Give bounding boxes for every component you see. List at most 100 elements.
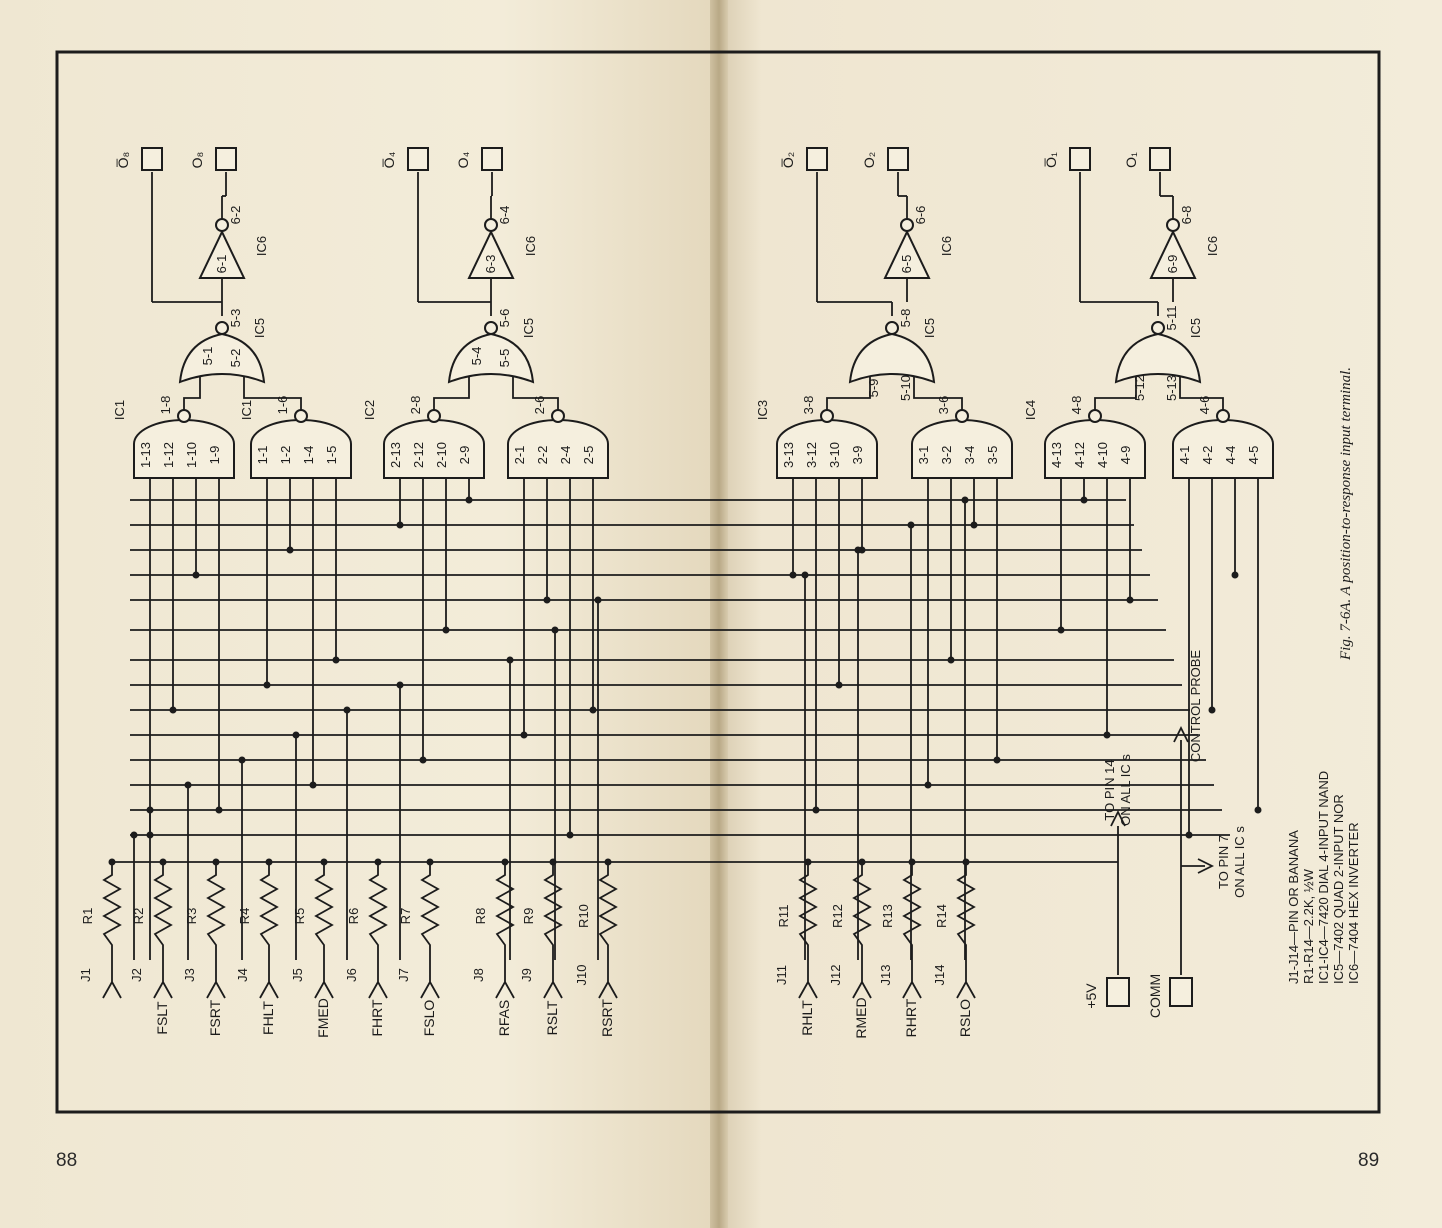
nand-output-label: 3-6	[936, 396, 951, 415]
input-name-label: RHLT	[799, 1000, 815, 1036]
jack	[420, 960, 440, 999]
nand-output-label: 4-8	[1069, 396, 1084, 415]
nor-output-bubble	[215, 321, 229, 335]
pin14-arrow	[1110, 809, 1126, 827]
jack-label: J1	[78, 968, 93, 982]
inverter-name-label: 6-5	[899, 255, 914, 274]
nand-pin-label: 4-2	[1200, 446, 1215, 465]
junction-dot	[343, 706, 351, 714]
nor-input-label: 5-5	[497, 349, 512, 368]
output-terminal	[1149, 147, 1171, 171]
nand-output-bubble	[294, 409, 308, 423]
jack	[368, 960, 388, 999]
comm-label: COMM	[1147, 974, 1163, 1018]
junction-dot	[1080, 496, 1088, 504]
junction-dot	[146, 806, 154, 814]
resistor-label: R6	[346, 908, 361, 925]
nor-input-wire	[913, 374, 963, 410]
nand-pin-label: 4-5	[1246, 446, 1261, 465]
junction-dot	[962, 858, 970, 866]
nand-output-bubble	[1216, 409, 1230, 423]
junction-dot	[442, 626, 450, 634]
nand-pin-label: 2-5	[581, 446, 596, 465]
nor-input-label: 5-2	[228, 349, 243, 368]
junction-dot	[396, 681, 404, 689]
input-name-label: FHRT	[369, 999, 385, 1037]
nor-output-bubble	[885, 321, 899, 335]
ic-label: IC6	[1205, 236, 1220, 256]
ic-label: IC5	[922, 318, 937, 338]
resistor	[798, 862, 818, 960]
ic-label: IC5	[1188, 318, 1203, 338]
nand-pin-label: 3-10	[827, 442, 842, 468]
junction-dot	[332, 656, 340, 664]
nor-output-label: 5-6	[497, 309, 512, 328]
ic-label: IC5	[521, 318, 536, 338]
jack	[956, 960, 976, 999]
nand-output-bubble	[177, 409, 191, 423]
jack-label: J14	[932, 965, 947, 986]
inverter-output-label: 6-2	[228, 206, 243, 225]
junction-dot	[970, 521, 978, 529]
resistor-label: R2	[131, 908, 146, 925]
input-name-label: FHLT	[260, 1001, 276, 1035]
nor-input-wire	[826, 374, 871, 410]
output-label: O̅₈	[115, 152, 131, 169]
junction-dot	[947, 656, 955, 664]
resistor-label: R10	[576, 904, 591, 928]
nor-input-wire	[1179, 374, 1224, 410]
jack	[495, 960, 515, 999]
nand-output-label: 3-8	[801, 396, 816, 415]
pin14-label: ON ALL IC s	[1118, 754, 1133, 826]
inverter-gate	[467, 229, 515, 279]
legend-line: IC6—7404 HEX INVERTER	[1346, 822, 1361, 984]
jack	[314, 960, 334, 999]
junction-dot	[263, 681, 271, 689]
nand-output-bubble	[427, 409, 441, 423]
input-name-label: RMED	[853, 997, 869, 1038]
output-label: O₄	[455, 151, 471, 168]
junction-dot	[1231, 571, 1239, 579]
junction-dot	[812, 806, 820, 814]
junction-dot	[238, 756, 246, 764]
junction-dot	[506, 656, 514, 664]
nand-pin-label: 2-4	[558, 446, 573, 465]
nor-gate	[178, 332, 266, 384]
output-terminal	[407, 147, 429, 171]
nand-pin-label: 4-12	[1072, 442, 1087, 468]
nand-output-label: 4-6	[1197, 396, 1212, 415]
nor-output-bubble	[1151, 321, 1165, 335]
junction-dot	[1126, 596, 1134, 604]
junction-dot	[789, 571, 797, 579]
output-label: O₈	[189, 152, 205, 169]
pin7-label: ON ALL IC s	[1232, 826, 1247, 898]
resistor	[259, 862, 279, 960]
nand-pin-label: 3-2	[939, 446, 954, 465]
nor-output-label: 5-11	[1164, 305, 1179, 330]
resistor-label: R1	[80, 908, 95, 925]
junction-dot	[1254, 806, 1262, 814]
nand-output-label: 2-8	[408, 396, 423, 415]
output-label: O̅₂	[780, 152, 796, 168]
inverter-output-label: 6-6	[913, 206, 928, 225]
output-terminal	[806, 147, 828, 171]
junction-dot	[286, 546, 294, 554]
figure-border	[55, 50, 1381, 1114]
output-label: O̅₄	[381, 151, 397, 168]
ic-label: IC3	[755, 400, 770, 420]
jack	[852, 960, 872, 999]
inverter-bubble	[215, 218, 229, 232]
nand-pin-label: 2-1	[512, 446, 527, 465]
ic-label: IC6	[939, 236, 954, 256]
input-name-label: FSLO	[421, 1000, 437, 1037]
junction-dot	[543, 596, 551, 604]
input-name-label: RHRT	[903, 998, 919, 1037]
junction-dot	[426, 858, 434, 866]
junction-dot	[374, 858, 382, 866]
nand-pin-label: 4-9	[1118, 446, 1133, 465]
junction-dot	[1103, 731, 1111, 739]
nor-input-wire	[433, 374, 470, 410]
junction-dot	[265, 858, 273, 866]
input-name-label: RSRT	[599, 999, 615, 1037]
